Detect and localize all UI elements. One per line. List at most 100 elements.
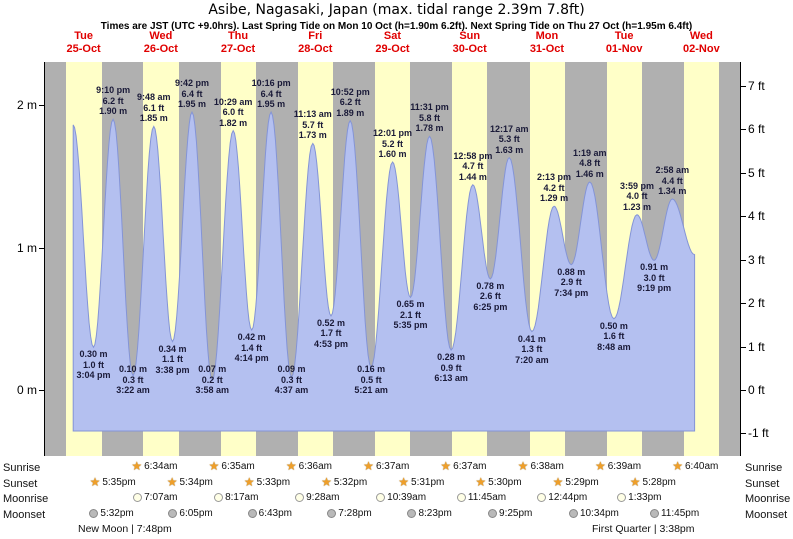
tide-annotation-line: 4.0 ft: [626, 191, 648, 202]
tide-plot-area: [45, 62, 740, 456]
tide-annotation-line: 0.10 m: [119, 364, 148, 374]
tide-annotation-line: 4.4 ft: [661, 175, 683, 186]
tide-annotation-line: 6:25 pm: [473, 301, 508, 312]
sunrise-time: 6:37am: [453, 461, 487, 472]
tide-annotation-line: 6.4 ft: [181, 88, 203, 99]
tide-annotation-high: 12:01 pm 5.2 ft 1.60 m: [362, 128, 424, 160]
tide-annotation-low: 0.34 m 1.1 ft 3:38 pm: [142, 344, 204, 376]
tide-annotation-line: 2.9 ft: [560, 277, 582, 288]
tide-annotation-high: 11:31 pm 5.8 ft 1.78 m: [399, 102, 461, 134]
tide-annotation-line: 0.9 ft: [440, 362, 462, 373]
tide-annotation-high: 9:10 pm 6.2 ft 1.90 m: [82, 85, 144, 117]
day-label-date: 25-Oct: [66, 43, 101, 55]
day-label-date: 31-Oct: [529, 43, 565, 55]
day-label-dow: Fri: [308, 30, 323, 42]
tide-annotation-line: 3.0 ft: [643, 272, 665, 283]
moonset-entry: 6:05pm: [168, 508, 213, 519]
moonrise-time: 9:28am: [306, 492, 340, 503]
moonset-circle-icon: [488, 508, 498, 518]
axis-tick: [740, 390, 746, 391]
tide-annotation-line: 1.73 m: [298, 130, 327, 141]
tide-annotation-low: 0.42 m 1.4 ft 4:14 pm: [221, 332, 283, 364]
tide-annotation-line: 3:58 am: [195, 385, 229, 395]
moonset-time: 6:43pm: [258, 507, 293, 519]
tide-annotation-line: 1.1 ft: [162, 354, 184, 365]
tide-annotation-low: 0.41 m 1.3 ft 7:20 am: [501, 334, 563, 366]
tide-annotation-line: 1.63 m: [495, 144, 524, 155]
day-label: Sun 30-Oct: [431, 30, 508, 56]
tide-annotation-line: 9:48 am: [136, 92, 171, 103]
sunrise-star-icon: ★: [131, 459, 143, 473]
sunset-time: 5:30pm: [488, 476, 522, 488]
sunset-star-icon: ★: [398, 474, 410, 489]
sunrise-entry: ★ 6:37am: [363, 460, 410, 472]
tide-annotation-line: 0.2 ft: [201, 374, 223, 385]
moonset-circle-icon: [168, 508, 178, 518]
tide-annotation-line: 0.07 m: [198, 364, 227, 374]
tide-annotation-line: 5.2 ft: [382, 138, 404, 149]
moonrise-time: 11:45am: [467, 492, 507, 503]
moon-phase-first-quarter: First Quarter | 3:38pm: [592, 523, 695, 535]
tide-annotation-high: 10:29 am 6.0 ft 1.82 m: [202, 97, 264, 129]
moonset-entry: 10:34pm: [568, 508, 619, 519]
sunrise-entry: ★ 6:34am: [131, 459, 178, 473]
tide-annotation-high: 3:59 pm 4.0 ft 1.23 m: [606, 181, 668, 213]
row-label-right-moonrise: Moonrise: [745, 493, 791, 505]
tide-annotation-line: 1.82 m: [219, 117, 248, 128]
sunrise-entry: ★ 6:36am: [286, 460, 332, 472]
tide-annotation-line: 0.3 ft: [281, 374, 303, 385]
tide-annotation-line: 12:01 pm: [373, 128, 413, 138]
sunset-star-icon: ★: [166, 474, 178, 489]
tide-annotation-line: 0.91 m: [640, 262, 669, 273]
sunset-star-icon: ★: [321, 474, 332, 489]
day-label-date: 30-Oct: [452, 43, 487, 55]
tide-annotation-line: 0.50 m: [599, 320, 628, 331]
moonset-entry: 5:32pm: [89, 507, 134, 519]
tide-annotation-line: 5:21 am: [354, 385, 388, 395]
y-axis-label-left: 1 m: [16, 240, 37, 255]
tide-annotation-line: 0.78 m: [476, 280, 505, 291]
tide-annotation-low: 0.65 m 2.1 ft 5:35 pm: [379, 299, 441, 331]
tide-annotation-low: 0.28 m 0.9 ft 6:13 am: [420, 352, 482, 384]
tide-annotation-line: 6.2 ft: [102, 95, 124, 106]
sunset-star-icon: ★: [629, 474, 641, 489]
moonrise-time: 12:44pm: [548, 492, 588, 503]
axis-tick: [39, 390, 45, 391]
sunrise-star-icon: ★: [594, 459, 606, 473]
tide-annotation-line: 0.3 ft: [122, 374, 144, 385]
tide-annotation-line: 6:13 am: [434, 373, 468, 384]
sunrise-star-icon: ★: [672, 459, 683, 473]
sunset-entry: ★ 5:33pm: [244, 476, 290, 488]
tide-annotation-line: 5.3 ft: [498, 134, 520, 145]
sunset-entry: ★ 5:34pm: [166, 474, 213, 489]
tide-annotation-line: 2:58 am: [655, 165, 690, 176]
page-title: Asibe, Nagasaki, Japan (max. tidal range…: [208, 2, 585, 18]
tide-annotation-line: 1.60 m: [378, 149, 407, 159]
axis-tick: [740, 172, 746, 174]
moonset-time: 11:45pm: [660, 507, 700, 519]
tide-annotation-line: 2:13 pm: [537, 172, 572, 183]
moonset-circle-icon: [89, 508, 99, 518]
tide-annotation-line: 3:22 am: [116, 385, 150, 395]
tide-annotation-line: 9:42 pm: [175, 78, 210, 89]
row-label-left-sunset: Sunset: [3, 477, 38, 490]
moonset-time: 5:32pm: [100, 507, 134, 519]
day-label-dow: Mon: [535, 30, 559, 42]
day-label-dow: Sat: [383, 30, 402, 42]
moonset-time: 7:28pm: [338, 507, 372, 519]
tide-annotation-line: 2.1 ft: [399, 309, 421, 320]
tide-annotation-line: 3:38 pm: [155, 364, 190, 375]
tide-annotation-low: 0.50 m 1.6 ft 8:48 am: [583, 321, 645, 353]
tide-annotation-line: 1.89 m: [336, 107, 365, 118]
sunrise-time: 6:34am: [144, 461, 178, 472]
moonrise-entry: 10:39am: [376, 492, 426, 503]
day-label-dow: Wed: [149, 30, 173, 42]
sunrise-time: 6:37am: [375, 461, 410, 472]
moonrise-circle-icon: [295, 493, 305, 502]
tide-annotation-line: 1.90 m: [99, 106, 128, 117]
day-label: Wed 02-Nov: [663, 30, 740, 56]
tide-annotation-line: 4:14 pm: [234, 353, 269, 364]
moonrise-entry: 1:33pm: [617, 492, 662, 503]
moonset-entry: 11:45pm: [649, 507, 700, 519]
sunset-entry: ★ 5:30pm: [475, 476, 522, 488]
